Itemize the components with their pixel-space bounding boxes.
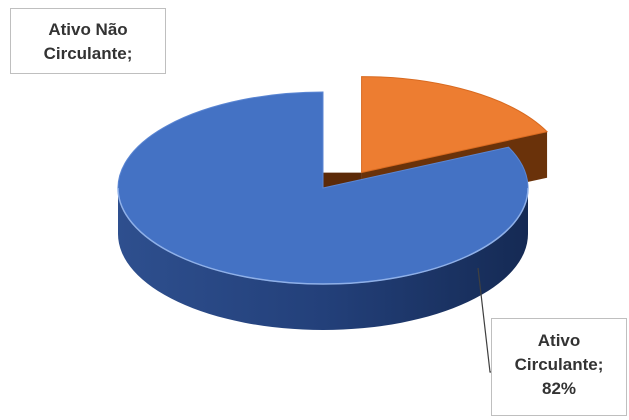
data-label-line: Circulante;	[43, 44, 133, 63]
pie-slice-rim-ativo-circulante	[117, 187, 529, 285]
data-label-line: Circulante;	[514, 355, 604, 374]
data-label-line: Ativo	[537, 331, 581, 350]
data-label-line: Ativo Não	[48, 20, 128, 39]
pie-slice-ativo-nao-circulante	[361, 76, 549, 174]
pie-slice-side-ativo-circulante	[118, 188, 528, 330]
data-label-line: 82%	[541, 379, 577, 398]
data-label-ativo-circulante: Ativo Circulante; 82%	[491, 318, 627, 416]
data-label-ativo-nao-circulante: Ativo Não Circulante;	[10, 8, 166, 74]
